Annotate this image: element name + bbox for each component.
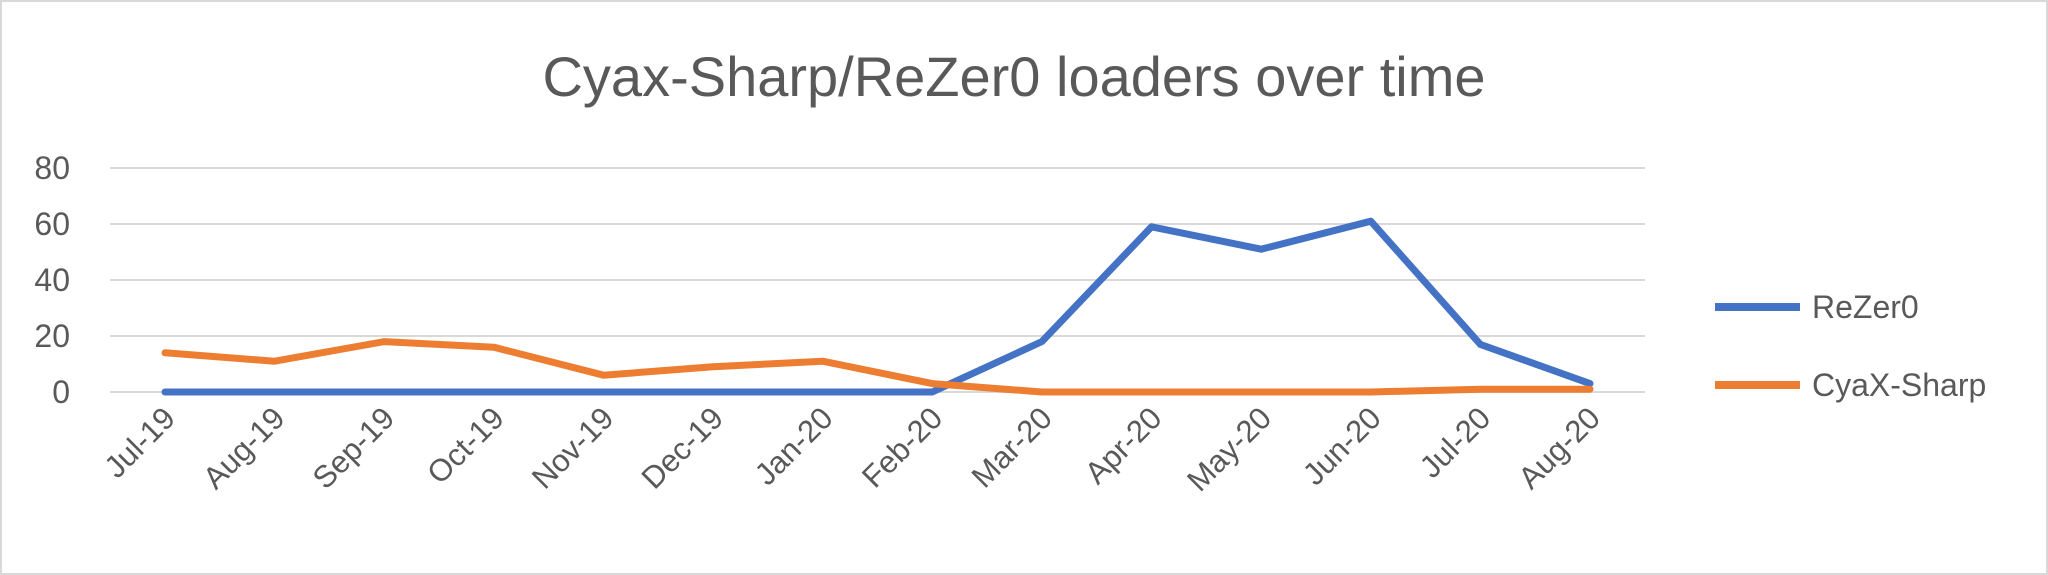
x-tick-label: Dec-19 — [635, 400, 730, 495]
x-tick-label: Sep-19 — [306, 400, 401, 495]
legend-label: CyaX-Sharp — [1812, 367, 1986, 403]
x-tick-label: Aug-20 — [1512, 400, 1607, 495]
x-tick-label: Apr-20 — [1078, 400, 1169, 491]
y-tick-label: 20 — [34, 318, 70, 354]
x-axis-ticks: Jul-19 Aug-19 Sep-19 Oct-19 Nov-19 Dec-19 Jan-… — [97, 400, 1606, 498]
y-tick-label: 40 — [34, 262, 70, 298]
y-tick-label: 80 — [34, 150, 70, 186]
series-line-cyax-sharp — [161, 338, 1594, 396]
y-tick-label: 0 — [52, 374, 70, 410]
legend: ReZer0 CyaX-Sharp — [1715, 289, 1986, 403]
y-tick-label: 60 — [34, 206, 70, 242]
gridlines — [110, 167, 1645, 393]
x-tick-label: Jul-20 — [1413, 400, 1497, 484]
x-tick-label: Aug-19 — [196, 400, 291, 495]
x-tick-label: Jan-20 — [748, 400, 840, 492]
x-tick-label: Jul-19 — [97, 400, 181, 484]
legend-label: ReZer0 — [1812, 289, 1919, 325]
x-tick-label: Mar-20 — [965, 400, 1059, 494]
chart-title: Cyax-Sharp/ReZer0 loaders over time — [542, 45, 1485, 108]
y-axis-ticks: 0 20 40 60 80 — [34, 150, 70, 410]
x-tick-label: Nov-19 — [525, 400, 620, 495]
x-tick-label: Oct-19 — [420, 400, 511, 491]
series-lines — [161, 217, 1594, 396]
x-tick-label: Jun-20 — [1296, 400, 1388, 492]
x-tick-label: Feb-20 — [855, 400, 949, 494]
x-tick-label: May-20 — [1180, 400, 1278, 498]
series-line-rezer0 — [161, 217, 1594, 396]
